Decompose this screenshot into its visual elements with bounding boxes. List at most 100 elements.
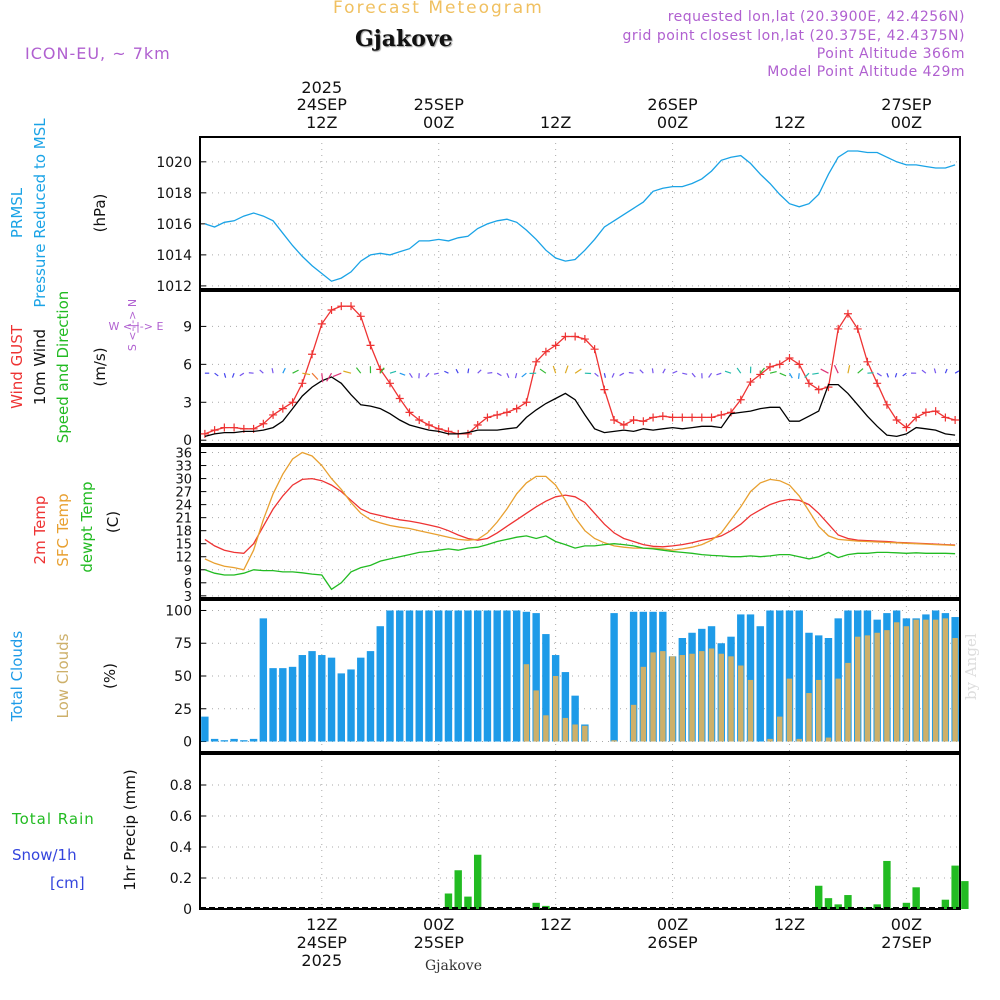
gust-marker [697,413,706,422]
gust-marker [522,398,531,407]
gust-marker [259,419,268,428]
rain-bar [834,904,842,909]
gust-marker [951,415,960,424]
gust-marker [512,404,521,413]
wind-direction-arrow [408,372,413,378]
gust-marker [853,324,862,333]
total-clouds-label: Total Clouds [8,631,26,723]
y-tick-label: 33 [175,460,192,475]
wind-direction-arrow [379,367,385,374]
gust-label: Wind GUST [8,324,26,409]
y-tick-label: 0 [183,735,192,751]
wind-direction-arrow [628,371,634,374]
wind-direction-arrow [539,368,547,374]
wind-direction-arrow [797,373,800,379]
low-cloud-bar [718,653,725,742]
wind-direction-arrow [619,372,625,377]
total-cloud-bar [288,666,297,742]
y-tick-label: 0.4 [170,840,192,856]
wind-label: 10m Wind [31,329,49,405]
low-cloud-bar [699,651,705,742]
wind-direction-arrow [487,371,493,374]
wind-direction-arrow [944,368,948,374]
gust-marker [746,378,755,387]
wind-direction-arrow [239,372,245,377]
low-cloud-bar [932,619,939,742]
low-cloud-bar [611,740,617,742]
panel-frame [199,445,961,599]
wind-direction-arrow [444,370,449,374]
total-cloud-bar [542,634,550,742]
low-cloud-bar [708,648,715,742]
wind-direction-arrow [833,364,839,374]
low-clouds-label: Low Clouds [54,633,72,718]
gust-marker [873,379,882,388]
low-cloud-bar [572,724,578,742]
y-tick-label: 0.2 [170,871,192,887]
rain-bar [941,899,950,909]
total-cloud-bar [454,610,462,742]
gust-marker [775,360,784,369]
low-cloud-bar [660,651,666,742]
bottom-hour-label: 12Z [540,915,571,934]
total-cloud-bar [805,632,813,742]
low-cloud-bar [747,679,754,742]
rain-bar [873,904,881,909]
wind-direction-arrow [514,373,518,379]
total-cloud-bar [444,610,453,742]
wind-direction-arrow [902,372,907,377]
low-cloud-bar [669,656,676,742]
wind-direction-arrow [564,365,569,374]
wind-direction-arrow [708,372,713,378]
wind-direction-arrow [231,372,235,378]
gust-marker [269,410,278,419]
gust-marker [337,302,346,311]
gust-marker [795,360,804,369]
wind-direction-arrow [894,373,898,378]
total-cloud-bar [347,669,355,742]
low-cloud-bar [767,738,773,742]
temp-2m-line [204,477,956,554]
y-tick-label: 75 [174,636,192,652]
gust-marker [405,408,414,417]
total-cloud-bar [746,614,755,742]
gust-marker [843,309,852,318]
snow-label: Snow/1h [12,846,77,864]
gust-marker [347,302,356,311]
wind-direction-arrow [954,370,960,374]
wind-direction-arrow [292,369,299,374]
gust-marker [892,415,901,424]
wind-direction-arrow [326,372,333,382]
total-cloud-bar [785,610,794,742]
y-tick-label: 27 [175,486,192,501]
wind-direction-arrow [804,372,810,378]
gust-marker [473,421,482,430]
panel-frame [199,753,961,910]
wind-direction-arrow [332,372,342,378]
gust-marker [921,408,930,417]
total-cloud-bar [201,716,209,742]
wind-direction-arrow [433,372,439,375]
bottom-hour-label: 00Z [423,915,454,934]
low-cloud-bar [523,664,530,742]
panel-frame [199,290,961,445]
total-cloud-bar [571,695,579,742]
compass-we-label: W <-|-> E [109,320,164,333]
total-cloud-bar [249,738,258,742]
total-cloud-bar [337,673,345,742]
rain-bar [473,854,482,909]
low-cloud-bar [884,630,890,742]
gust-marker [649,413,658,422]
low-cloud-bar [630,704,637,742]
low-cloud-bar [942,618,949,742]
total-cloud-bar [298,655,307,742]
wind-direction-arrow [672,370,678,374]
gust-marker [493,410,502,419]
gust-marker [317,319,326,328]
wind-direction-arrow [788,372,793,379]
top-date-label: 27SEP [881,95,932,114]
wind-direction-arrow [639,369,644,374]
gust-marker [532,357,541,366]
rain-bar [912,887,920,909]
wind-direction-arrow [355,367,362,374]
